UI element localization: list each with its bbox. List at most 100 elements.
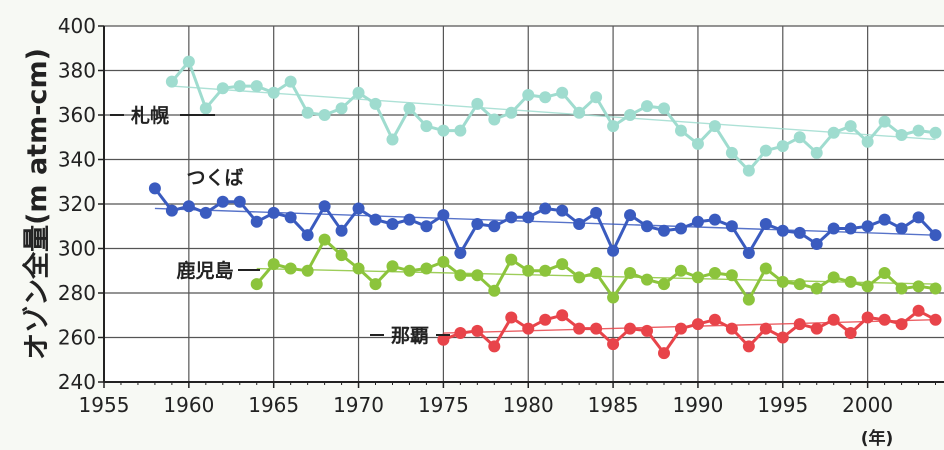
data-point (861, 135, 874, 148)
x-tick-label: 1990 (672, 393, 723, 417)
data-point (759, 218, 772, 231)
data-point (454, 327, 467, 340)
data-point (250, 215, 263, 228)
data-point (556, 258, 569, 271)
data-point (607, 291, 620, 304)
data-point (539, 91, 552, 104)
trend-line (154, 207, 936, 236)
data-point (742, 246, 755, 259)
data-point (301, 229, 314, 242)
data-point (403, 264, 416, 277)
data-point (658, 224, 670, 237)
data-point (759, 322, 772, 335)
data-point (929, 282, 942, 295)
x-tick-label: 1980 (503, 393, 554, 417)
data-point (471, 97, 484, 110)
data-point (369, 213, 382, 226)
data-point (199, 102, 212, 115)
data-point (861, 220, 874, 233)
data-point (674, 222, 687, 235)
series-label: 那覇 (391, 325, 429, 347)
data-point (573, 106, 586, 119)
data-point (793, 278, 806, 291)
data-point (725, 269, 738, 282)
data-point (522, 322, 535, 335)
data-point (895, 282, 908, 295)
data-point (912, 280, 925, 293)
data-point (165, 75, 178, 88)
data-point (420, 220, 433, 233)
x-tick-label: 2000 (842, 393, 893, 417)
data-point (861, 311, 874, 324)
data-point (658, 278, 670, 291)
series-label: 札幌 (130, 104, 169, 127)
data-point (810, 322, 823, 335)
data-point (607, 120, 620, 133)
data-point (386, 260, 399, 273)
data-point (674, 124, 687, 137)
data-point (505, 106, 518, 119)
data-point (386, 133, 399, 146)
series-label: つくば (186, 167, 243, 189)
data-point (929, 126, 942, 139)
data-point (573, 271, 586, 284)
data-point (250, 80, 263, 93)
x-tick-label: 1970 (333, 393, 384, 417)
data-point (352, 262, 365, 275)
data-point (403, 102, 416, 115)
data-point (590, 266, 603, 279)
data-point (759, 144, 772, 157)
x-tick-label: 1995 (757, 393, 808, 417)
x-tick-label: 1985 (588, 393, 639, 417)
data-point (539, 202, 552, 215)
data-point (844, 327, 857, 340)
data-point (590, 206, 603, 219)
data-point (505, 211, 518, 224)
data-point (556, 86, 569, 99)
data-point (267, 206, 280, 219)
data-point (369, 278, 382, 291)
data-point (488, 340, 501, 353)
data-point (793, 131, 806, 144)
data-point (895, 222, 908, 235)
data-point (827, 222, 840, 235)
y-tick-label: 300 (58, 237, 96, 261)
data-point (199, 206, 212, 219)
data-point (454, 269, 467, 282)
data-point (522, 88, 535, 101)
data-point (742, 340, 755, 353)
y-tick-label: 260 (58, 326, 96, 350)
data-point (776, 224, 789, 237)
data-point (895, 318, 908, 331)
y-tick-label: 340 (58, 148, 96, 172)
data-point (471, 218, 484, 231)
data-point (505, 253, 518, 266)
x-tick-label: 1975 (418, 393, 469, 417)
data-point (318, 233, 331, 246)
data-point (725, 146, 738, 159)
data-point (301, 264, 314, 277)
data-point (335, 249, 348, 262)
data-point (284, 211, 297, 224)
data-point (658, 102, 670, 115)
data-point (878, 115, 891, 128)
data-point (912, 211, 925, 224)
x-tick-label: 1955 (79, 393, 130, 417)
data-point (810, 282, 823, 295)
data-point (284, 75, 297, 88)
data-point (471, 324, 484, 337)
data-point (878, 266, 891, 279)
data-point (674, 322, 687, 335)
y-tick-label: 400 (58, 14, 96, 38)
data-point (539, 264, 552, 277)
data-point (878, 313, 891, 326)
data-point (369, 97, 382, 110)
data-point (318, 200, 331, 213)
data-point (420, 262, 433, 275)
data-point (250, 278, 263, 291)
data-point (708, 313, 721, 326)
axes: 240 260 280 300 320 340 360 380 400 1955 1960 1965 1… (58, 14, 944, 417)
data-point (861, 280, 874, 293)
data-point (318, 109, 331, 121)
data-point (691, 137, 704, 150)
